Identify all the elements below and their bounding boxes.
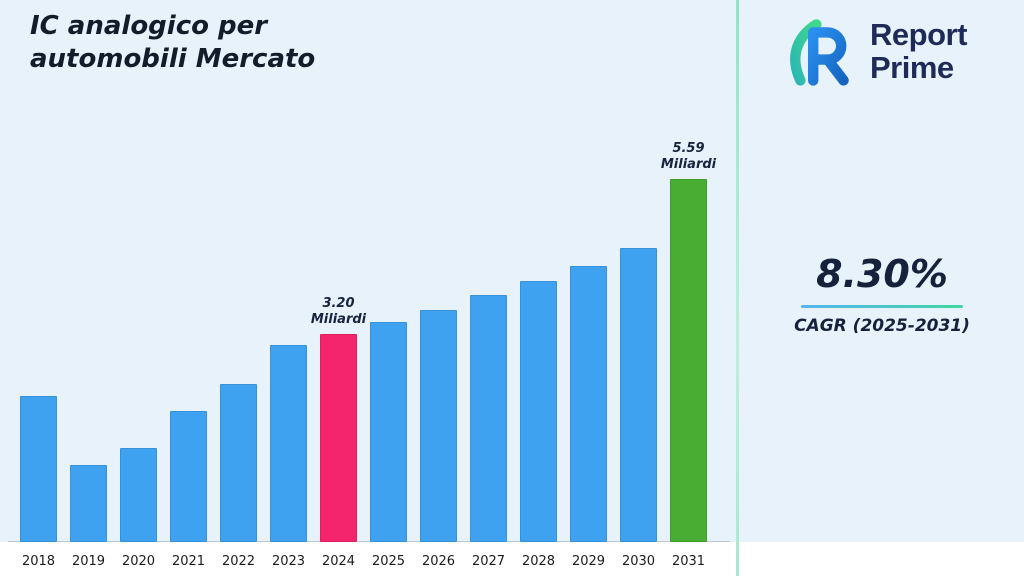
cagr-block: 8.30% CAGR (2025-2031): [762, 252, 1002, 336]
bar-slot-2022: [220, 384, 257, 542]
bar-2018: [20, 396, 57, 542]
brand-logo: Report Prime: [778, 10, 967, 94]
bar-slot-2025: [370, 322, 407, 542]
bar-slot-2028: [520, 281, 557, 542]
bar-2030: [620, 248, 657, 542]
bar-slot-2021: [170, 411, 207, 542]
bar-2028: [520, 281, 557, 542]
bar-2023: [270, 345, 307, 542]
x-axis-label-2024: 2024: [321, 554, 356, 569]
bar-value-label-2031: 5.59 Miliardi: [660, 140, 717, 172]
x-axis-label-2031: 2031: [671, 554, 706, 569]
bar-2027: [470, 295, 507, 542]
x-axis-label-2025: 2025: [371, 554, 406, 569]
bar-2024: [320, 334, 357, 542]
x-axis-label-2019: 2019: [71, 554, 106, 569]
bar-slot-2027: [470, 295, 507, 542]
bar-value-label-2024: 3.20 Miliardi: [310, 295, 367, 327]
bar-slot-2023: [270, 345, 307, 542]
bar-2019: [70, 465, 107, 542]
page-title-line2: automobili Mercato: [30, 44, 316, 75]
page-title: IC analogico per automobili Mercato: [30, 10, 315, 77]
brand-name-line1: Report: [870, 17, 967, 53]
bar-slot-2020: [120, 448, 157, 542]
bar-2025: [370, 322, 407, 542]
bar-2022: [220, 384, 257, 542]
bar-slot-2018: [20, 396, 57, 542]
bar-slot-2030: [620, 248, 657, 542]
x-axis-line: [8, 541, 730, 542]
x-axis-label-2029: 2029: [571, 554, 606, 569]
bar-slot-2024: 3.20 Miliardi: [311, 296, 366, 542]
vertical-divider: [736, 0, 739, 576]
bar-2020: [120, 448, 157, 542]
bar-slot-2026: [420, 310, 457, 542]
x-axis-label-2030: 2030: [621, 554, 656, 569]
brand-name-line2: Prime: [870, 50, 954, 85]
cagr-label: CAGR (2025-2031): [794, 316, 970, 336]
bar-2029: [570, 266, 607, 542]
page-title-line1: IC analogico per: [30, 11, 268, 41]
x-axis-label-2021: 2021: [171, 554, 206, 569]
bar-2026: [420, 310, 457, 542]
report-prime-logo-icon: [778, 10, 858, 94]
bar-2031: [670, 179, 707, 542]
x-axis-label-2020: 2020: [121, 554, 156, 569]
cagr-value: 8.30%: [816, 252, 948, 296]
x-axis-label-2027: 2027: [471, 554, 506, 569]
bar-slot-2019: [70, 465, 107, 542]
brand-name: Report Prime: [870, 17, 967, 85]
bar-2021: [170, 411, 207, 542]
x-axis-label-2022: 2022: [221, 554, 256, 569]
x-axis-band: [0, 542, 1024, 576]
bar-chart: 3.20 Miliardi 5.59 Miliardi: [20, 141, 716, 542]
bar-slot-2031: 5.59 Miliardi: [661, 141, 716, 542]
x-axis-label-2026: 2026: [421, 554, 456, 569]
x-axis-labels: 2018 2019 2020 2021 2022 2023 2024 2025 2026 2027…: [20, 554, 707, 569]
x-axis-label-2018: 2018: [21, 554, 56, 569]
cagr-underline: [801, 305, 963, 308]
x-axis-label-2028: 2028: [521, 554, 556, 569]
bar-slot-2029: [570, 266, 607, 542]
x-axis-label-2023: 2023: [271, 554, 306, 569]
